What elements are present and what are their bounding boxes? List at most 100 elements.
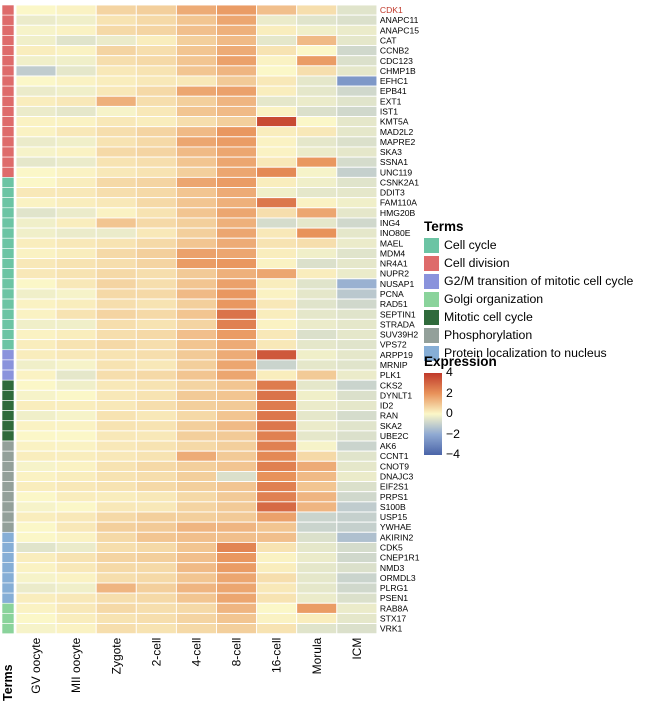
gene-label: AK6	[380, 441, 396, 451]
term-annotation-cell	[1, 268, 15, 280]
heatmap-cell	[135, 34, 177, 47]
heatmap-cell	[336, 126, 378, 138]
heatmap-cell	[256, 146, 298, 158]
heatmap-cell	[175, 592, 217, 604]
term-annotation-cell	[1, 339, 15, 351]
heatmap-cell	[256, 207, 298, 219]
heatmap-cell	[55, 420, 97, 432]
heatmap-cell	[216, 541, 258, 554]
heatmap-cell	[336, 105, 378, 117]
heatmap-cell	[256, 511, 298, 523]
gene-labels: CDK1ANAPC11ANAPC15CATCCNB2CDC123CHMP1BEF…	[380, 5, 420, 634]
heatmap-cell	[135, 116, 177, 128]
term-annotation-cell	[1, 166, 15, 178]
term-annotation-cell	[1, 187, 15, 198]
heatmap-cell	[95, 612, 137, 624]
heatmap-cell	[175, 329, 217, 341]
heatmap-cell	[95, 197, 137, 209]
heatmap-cell	[175, 258, 217, 270]
gene-label: AKIRIN2	[380, 532, 414, 542]
heatmap-cell	[336, 440, 378, 452]
heatmap-cell	[15, 501, 57, 513]
heatmap-cell	[175, 34, 217, 47]
heatmap-cell	[15, 85, 57, 97]
gene-label: NMD3	[380, 563, 405, 573]
heatmap-cell	[216, 116, 258, 128]
heatmap-cell	[336, 95, 378, 107]
terms-legend-item: Protein localization to nucleus	[424, 344, 633, 362]
heatmap-cell	[175, 75, 217, 87]
heatmap-cell	[135, 227, 177, 239]
gene-label: CNEP1R1	[380, 553, 420, 563]
gene-label: CDK1	[380, 5, 403, 15]
heatmap-cell	[15, 156, 57, 168]
heatmap-cell	[296, 440, 338, 452]
heatmap-cell	[15, 146, 57, 158]
heatmap-cell	[95, 14, 137, 26]
heatmap-cell	[256, 359, 298, 371]
heatmap-cell	[95, 146, 137, 158]
heatmap-cell	[296, 116, 338, 128]
heatmap-cell	[15, 136, 57, 148]
heatmap-cell	[135, 572, 177, 584]
term-annotation-cell	[1, 116, 15, 127]
term-annotation-cell	[1, 390, 15, 401]
heatmap-cell	[95, 116, 137, 128]
heatmap-cell	[55, 450, 97, 462]
heatmap-cell	[95, 65, 137, 77]
heatmap-cell	[336, 592, 378, 604]
term-annotation-cell	[1, 75, 15, 87]
heatmap-cell	[175, 298, 217, 310]
heatmap-cell	[55, 531, 97, 543]
colorbar-tick-label: 4	[446, 365, 453, 379]
heatmap-cell	[135, 4, 177, 16]
column-label: Morula	[310, 637, 324, 674]
heatmap-cell	[336, 156, 378, 168]
heatmap-cell	[55, 612, 97, 624]
heatmap-cell	[175, 491, 217, 503]
heatmap-cell	[256, 126, 298, 138]
heatmap-cell	[256, 521, 298, 533]
heatmap-cell	[135, 14, 177, 26]
heatmap-cell	[336, 460, 378, 472]
heatmap-cell	[15, 197, 57, 209]
heatmap-cell	[296, 65, 338, 77]
heatmap-cell	[256, 349, 298, 361]
heatmap-cell	[296, 592, 338, 604]
heatmap-cell	[216, 207, 258, 219]
term-annotation-cell	[1, 562, 15, 574]
gene-label: ING4	[380, 218, 400, 228]
heatmap-cell	[95, 562, 137, 574]
term-annotation-cell	[1, 55, 15, 67]
heatmap-cell	[336, 511, 378, 523]
heatmap-cell	[55, 481, 97, 493]
heatmap-cell	[15, 521, 57, 533]
heatmap-cell	[256, 156, 298, 168]
gene-label: EIF2S1	[380, 482, 409, 492]
heatmap-cell	[216, 197, 258, 209]
heatmap-cell	[55, 24, 97, 36]
heatmap-cell	[95, 521, 137, 533]
term-annotation-cell	[1, 521, 15, 533]
heatmap-cell	[256, 136, 298, 148]
heatmap-cell	[55, 470, 97, 483]
gene-label: CNOT9	[380, 461, 409, 471]
heatmap-cell	[135, 450, 177, 462]
heatmap-cell	[135, 126, 177, 138]
heatmap-cell	[175, 268, 217, 280]
heatmap-cell	[336, 166, 378, 178]
gene-label: EXT1	[380, 96, 402, 106]
gene-label: MRNIP	[380, 360, 408, 370]
heatmap-cell	[256, 420, 298, 432]
heatmap-cell	[95, 400, 137, 412]
heatmap-cell	[175, 420, 217, 432]
heatmap-cell	[135, 612, 177, 624]
term-annotation-cell	[1, 65, 15, 77]
heatmap-cell	[216, 227, 258, 239]
term-annotation-cell	[1, 582, 15, 594]
legend-swatch	[424, 273, 439, 289]
heatmap-cell	[15, 24, 57, 36]
heatmap-cell	[55, 491, 97, 503]
heatmap-cell	[336, 308, 378, 320]
heatmap-cell	[55, 562, 97, 574]
